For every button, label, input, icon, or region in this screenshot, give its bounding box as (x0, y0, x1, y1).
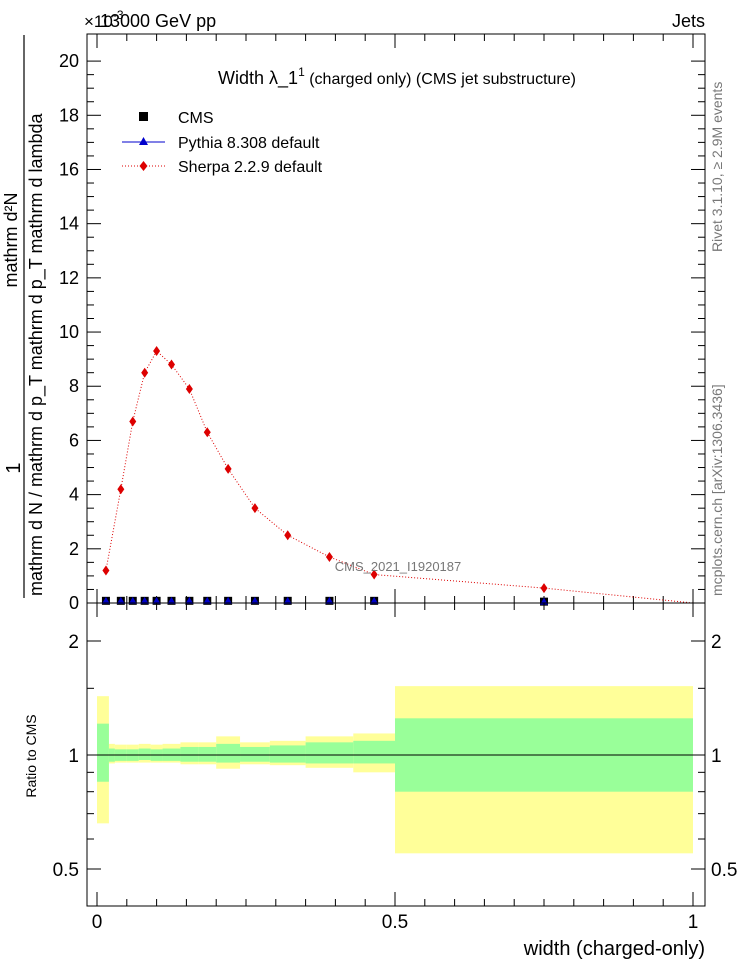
main-ytick-label: 20 (59, 51, 79, 71)
beam-label: 13000 GeV pp (100, 11, 216, 31)
exponent-label: ×10-3 (84, 8, 124, 31)
main-ylabel: 1 mathrm d N / mathrm d p_T mathrm d p_T… (1, 35, 47, 598)
ratio-band-inner (305, 742, 354, 764)
main-ytick-label: 6 (69, 430, 79, 450)
pythia-point (185, 596, 194, 604)
main-ytick-label: 18 (59, 105, 79, 125)
ratio-band-inner (138, 748, 151, 761)
main-ytick-label: 14 (59, 214, 79, 234)
ratio-ytick-label: 0.5 (53, 860, 79, 881)
ratio-xtick-label: 1 (688, 912, 699, 933)
pythia-point (140, 596, 149, 604)
sherpa-point (325, 551, 333, 562)
ratio-band-inner (353, 740, 395, 764)
ylabel-denominator: mathrm d N / mathrm d p_T mathrm d p_T m… (26, 113, 47, 596)
legend-cms-label: CMS (178, 110, 214, 127)
ylabel-numerator-2: mathrm d²N (1, 192, 21, 287)
legend-pythia-marker (139, 137, 148, 145)
sherpa-point (102, 565, 110, 576)
legend-sherpa-label: Sherpa 2.2.9 default (178, 159, 323, 176)
main-plot: 0 2 4 6 8 10 12 14 16 18 20 CMS_2021_I1920187 Widt… (59, 33, 706, 613)
mcplots-note: mcplots.cern.ch [arXiv:1306.3436] (709, 384, 725, 596)
ratio-plot: 0.5 0.51 12 2 0 0.5 1 Ratio to CMS width (cha… (23, 602, 738, 960)
process-label: Jets (672, 11, 705, 31)
sherpa-point (540, 583, 548, 594)
ratio-ytick-label-right: 2 (711, 632, 722, 653)
sherpa-point (129, 416, 137, 427)
watermark: CMS_2021_I1920187 (335, 559, 462, 574)
ratio-xtick-label: 0 (92, 912, 103, 933)
pythia-point (283, 596, 292, 604)
main-ytick-label: 8 (69, 376, 79, 396)
pythia-point (128, 596, 137, 604)
main-series (101, 346, 694, 606)
pythia-point (167, 596, 176, 604)
main-ytick-label: 0 (69, 593, 79, 613)
sherpa-line (105, 350, 694, 604)
ratio-xlabel: width (charged-only) (523, 938, 705, 960)
ratio-band-inner (269, 745, 306, 763)
legend: CMS Pythia 8.308 default Sherpa 2.2.9 de… (122, 110, 323, 176)
legend-cms-marker (139, 112, 148, 121)
pythia-point (116, 596, 125, 604)
ratio-band-inner (97, 723, 109, 782)
main-ytick-label: 16 (59, 159, 79, 179)
sherpa-point (251, 503, 259, 514)
main-yaxis: 0 2 4 6 8 10 12 14 16 18 20 (59, 34, 705, 613)
sherpa-point (224, 463, 232, 474)
sherpa-point (168, 359, 175, 370)
ratio-band-inner (240, 746, 270, 762)
sherpa-point (284, 530, 292, 541)
ratio-band-inner (216, 743, 241, 763)
pythia-point (224, 596, 233, 604)
main-title: Width λ_11 (charged only) (CMS jet subst… (218, 65, 576, 89)
pythia-point (203, 596, 212, 604)
main-ytick-label: 12 (59, 268, 79, 288)
ratio-xtick-label: 0.5 (382, 912, 408, 933)
pythia-point (370, 596, 379, 604)
pythia-point (152, 596, 161, 604)
sherpa-point (203, 427, 211, 438)
rivet-note: Rivet 3.1.10, ≥ 2.9M events (709, 82, 725, 252)
sherpa-point (141, 367, 149, 378)
ratio-yaxis: 0.5 0.5 1 1 2 2 (53, 632, 738, 881)
ratio-band-inner (198, 746, 217, 762)
ratio-xaxis: 0 0.5 1 (92, 603, 699, 933)
legend-sherpa-marker (139, 161, 148, 171)
pythia-point (101, 596, 110, 604)
sherpa-point (117, 484, 125, 495)
ylabel-numerator: 1 (3, 462, 25, 473)
main-ytick-label: 4 (69, 485, 79, 505)
pythia-point (250, 596, 259, 604)
ratio-band-inner (180, 746, 199, 762)
main-ytick-label: 2 (69, 539, 79, 559)
ratio-ytick-label-right: 1 (711, 746, 722, 767)
sherpa-point (370, 569, 378, 580)
ratio-ytick-label-right: 0.5 (711, 860, 737, 881)
sherpa-point (153, 346, 161, 357)
ratio-ytick-label: 1 (68, 746, 79, 767)
ratio-ytick-label: 2 (68, 632, 79, 653)
ratio-ylabel: Ratio to CMS (23, 714, 39, 797)
ratio-bands (97, 686, 693, 854)
main-ytick-label: 10 (59, 322, 79, 342)
legend-pythia-label: Pythia 8.308 default (178, 135, 320, 152)
pythia-point (325, 596, 334, 604)
sherpa-point (185, 383, 193, 394)
